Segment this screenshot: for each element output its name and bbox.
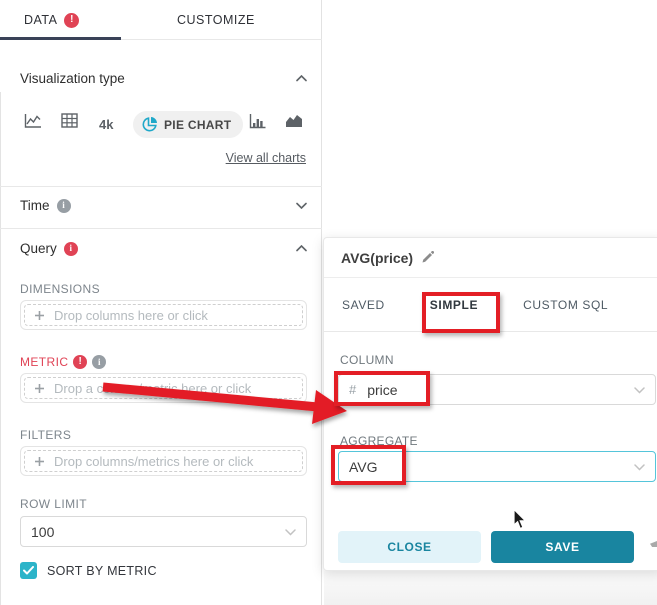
dimensions-label: DIMENSIONS [20,282,101,296]
tab-simple[interactable]: SIMPLE [429,297,479,312]
tab-custom-sql[interactable]: CUSTOM SQL [523,297,609,312]
column-select[interactable]: # price [338,374,656,405]
artifact-mark [650,541,657,547]
row-limit-select[interactable]: 100 [20,516,307,547]
sort-by-metric-label: SORT BY METRIC [47,563,157,578]
time-section-header[interactable]: Time i [20,198,307,213]
save-button[interactable]: SAVE [491,531,634,563]
metric-label-row: METRIC ! i [20,355,107,369]
popover-header: AVG(price) [324,238,657,278]
bar-chart-icon[interactable] [249,113,266,134]
pie-chart-chip-label: PIE CHART [164,117,232,132]
section-divider [0,228,322,229]
viz-type-options: 4k PIE CHART [0,109,322,139]
tab-data-label: DATA [24,13,58,27]
view-all-charts-link[interactable]: View all charts [225,151,306,165]
filters-dropzone[interactable]: Drop columns/metrics here or click [20,446,307,476]
column-label: COLUMN [340,353,394,367]
aggregate-label: AGGREGATE [340,434,418,448]
tab-customize[interactable]: CUSTOMIZE [177,0,255,40]
query-label: Query [20,241,57,256]
plus-icon [34,383,45,394]
metric-label: METRIC [20,355,69,369]
time-label: Time [20,198,50,213]
viz-type-header[interactable]: Visualization type [20,71,307,86]
numeric-type-icon: # [349,382,357,397]
big-number-icon[interactable]: 4k [99,117,114,132]
popover-tabbar: SAVED SIMPLE CUSTOM SQL [324,278,657,332]
filters-placeholder: Drop columns/metrics here or click [54,453,254,469]
popover-title: AVG(price) [341,249,414,266]
aggregate-select[interactable]: AVG [338,451,656,482]
viz-type-title: Visualization type [20,71,125,86]
plus-icon [34,456,45,467]
row-limit-value: 100 [31,523,55,540]
chevron-up-icon [296,75,307,82]
metric-editor-popover: AVG(price) SAVED SIMPLE CUSTOM SQL COLUM… [323,237,657,571]
edit-pencil-icon[interactable] [421,251,435,264]
line-chart-icon[interactable] [24,113,42,134]
pie-chart-chip[interactable]: PIE CHART [133,111,244,138]
tab-saved[interactable]: SAVED [342,297,385,312]
area-chart-icon[interactable] [285,113,303,133]
info-icon[interactable]: i [92,355,107,369]
error-info-icon[interactable]: i [63,241,78,256]
query-section-header[interactable]: Query i [20,241,307,256]
chevron-down-icon [634,463,645,470]
chart-canvas-strip [324,571,657,605]
aggregate-value: AVG [349,458,378,475]
table-icon[interactable] [61,113,78,133]
pie-chart-icon [141,116,158,133]
panel-edge-divider [0,92,1,605]
tab-data[interactable]: DATA ! [24,0,80,40]
close-button[interactable]: CLOSE [338,531,481,563]
column-value: price [367,381,398,398]
metric-dropzone[interactable]: Drop a column/metric here or click [20,373,307,403]
chevron-down-icon [285,528,296,535]
tab-customize-label: CUSTOMIZE [177,13,255,27]
active-tab-indicator [431,329,493,332]
error-badge-icon: ! [73,355,88,369]
chevron-down-icon [296,202,307,209]
panel-tabbar: DATA ! CUSTOMIZE [0,0,322,40]
metric-placeholder: Drop a column/metric here or click [54,380,252,396]
error-badge-icon: ! [64,12,80,28]
active-tab-indicator [0,37,121,40]
sort-by-metric-row[interactable]: SORT BY METRIC [20,562,157,579]
section-divider [0,186,322,187]
checkbox-checked-icon[interactable] [20,562,37,579]
control-panel-sidebar: DATA ! CUSTOMIZE Visualization type 4k [0,0,322,605]
row-limit-label: ROW LIMIT [20,497,87,511]
dimensions-dropzone[interactable]: Drop columns here or click [20,300,307,330]
filters-label: FILTERS [20,428,72,442]
dimensions-placeholder: Drop columns here or click [54,307,208,323]
chevron-down-icon [634,386,645,393]
chevron-up-icon [296,245,307,252]
plus-icon [34,310,45,321]
info-icon[interactable]: i [56,198,71,213]
